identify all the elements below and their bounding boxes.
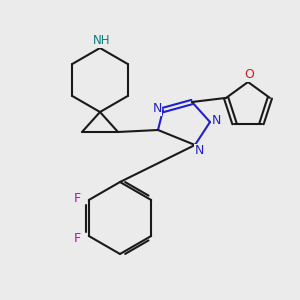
Text: N: N <box>211 113 221 127</box>
Text: O: O <box>244 68 254 82</box>
Text: F: F <box>73 191 80 205</box>
Text: NH: NH <box>93 34 111 47</box>
Text: N: N <box>152 103 162 116</box>
Text: F: F <box>73 232 80 244</box>
Text: N: N <box>194 145 204 158</box>
